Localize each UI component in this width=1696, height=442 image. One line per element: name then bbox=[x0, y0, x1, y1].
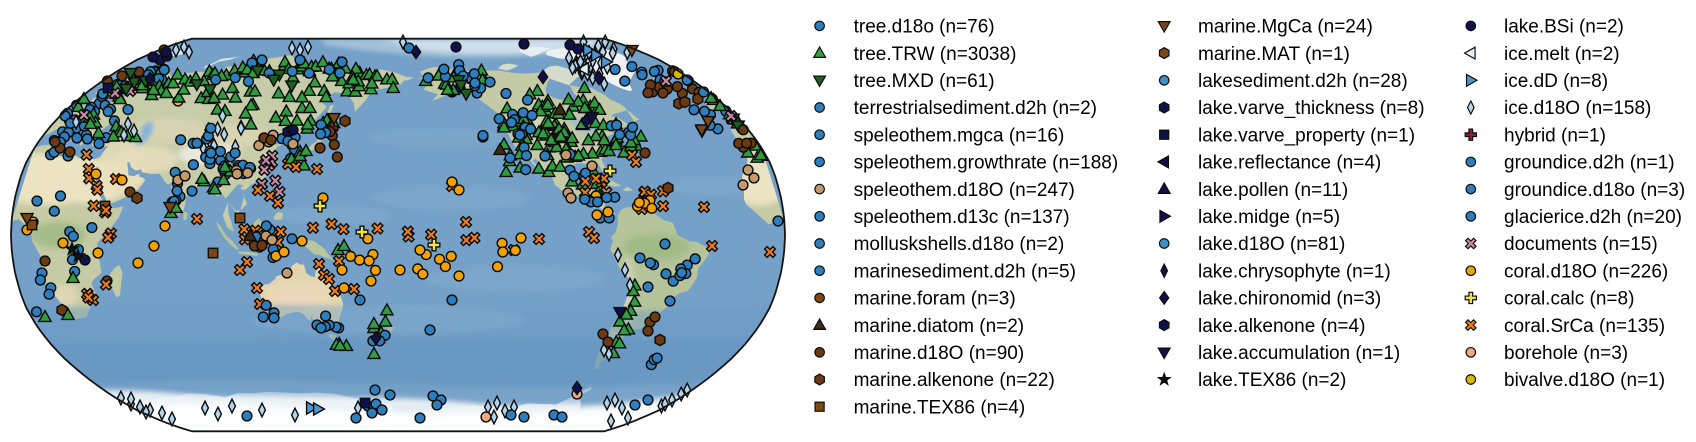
svg-text:tree.d18o (n=76): tree.d18o (n=76) bbox=[854, 17, 995, 38]
svg-text:lake.varve_property (n=1): lake.varve_property (n=1) bbox=[1198, 125, 1415, 146]
svg-text:lake.d18O (n=81): lake.d18O (n=81) bbox=[1198, 234, 1345, 255]
svg-text:hybrid (n=1): hybrid (n=1) bbox=[1504, 125, 1606, 146]
svg-text:lake.chrysophyte (n=1): lake.chrysophyte (n=1) bbox=[1198, 261, 1391, 282]
svg-text:lake.midge (n=5): lake.midge (n=5) bbox=[1198, 207, 1340, 228]
svg-text:lake.alkenone (n=4): lake.alkenone (n=4) bbox=[1198, 316, 1365, 337]
svg-text:marinesediment.d2h (n=5): marinesediment.d2h (n=5) bbox=[854, 261, 1076, 282]
svg-text:documents (n=15): documents (n=15) bbox=[1504, 234, 1658, 255]
svg-text:coral.d18O (n=226): coral.d18O (n=226) bbox=[1504, 261, 1668, 282]
svg-text:marine.d18O (n=90): marine.d18O (n=90) bbox=[854, 343, 1025, 364]
svg-text:speleothem.d18O (n=247): speleothem.d18O (n=247) bbox=[854, 180, 1075, 201]
svg-text:marine.alkenone (n=22): marine.alkenone (n=22) bbox=[854, 370, 1055, 391]
svg-text:bivalve.d18O (n=1): bivalve.d18O (n=1) bbox=[1504, 370, 1665, 391]
svg-text:marine.MAT (n=1): marine.MAT (n=1) bbox=[1198, 44, 1350, 65]
svg-text:lake.BSi (n=2): lake.BSi (n=2) bbox=[1504, 17, 1624, 38]
svg-text:ice.melt (n=2): ice.melt (n=2) bbox=[1504, 44, 1620, 65]
svg-text:terrestrialsediment.d2h (n=2): terrestrialsediment.d2h (n=2) bbox=[854, 98, 1097, 119]
svg-text:groundice.d18o (n=3): groundice.d18o (n=3) bbox=[1504, 180, 1685, 201]
svg-text:lake.accumulation (n=1): lake.accumulation (n=1) bbox=[1198, 343, 1400, 364]
svg-text:tree.MXD (n=61): tree.MXD (n=61) bbox=[854, 71, 995, 92]
svg-text:ice.d18O (n=158): ice.d18O (n=158) bbox=[1504, 98, 1651, 119]
svg-text:marine.foram (n=3): marine.foram (n=3) bbox=[854, 289, 1016, 310]
svg-text:marine.TEX86 (n=4): marine.TEX86 (n=4) bbox=[854, 397, 1026, 418]
svg-text:speleothem.d13c (n=137): speleothem.d13c (n=137) bbox=[854, 207, 1070, 228]
svg-text:marine.MgCa (n=24): marine.MgCa (n=24) bbox=[1198, 17, 1373, 38]
svg-text:ice.dD (n=8): ice.dD (n=8) bbox=[1504, 71, 1608, 92]
svg-text:groundice.d2h (n=1): groundice.d2h (n=1) bbox=[1504, 153, 1675, 174]
svg-text:lake.varve_thickness (n=8): lake.varve_thickness (n=8) bbox=[1198, 98, 1425, 119]
svg-text:glacierice.d2h (n=20): glacierice.d2h (n=20) bbox=[1504, 207, 1682, 228]
svg-text:speleothem.growthrate (n=188): speleothem.growthrate (n=188) bbox=[854, 153, 1119, 174]
svg-text:molluskshells.d18o (n=2): molluskshells.d18o (n=2) bbox=[854, 234, 1065, 255]
svg-text:borehole (n=3): borehole (n=3) bbox=[1504, 343, 1628, 364]
svg-text:marine.diatom (n=2): marine.diatom (n=2) bbox=[854, 316, 1025, 337]
svg-text:speleothem.mgca (n=16): speleothem.mgca (n=16) bbox=[854, 125, 1065, 146]
svg-text:coral.calc (n=8): coral.calc (n=8) bbox=[1504, 289, 1634, 310]
svg-text:coral.SrCa (n=135): coral.SrCa (n=135) bbox=[1504, 316, 1665, 337]
svg-text:lakesediment.d2h (n=28): lakesediment.d2h (n=28) bbox=[1198, 71, 1408, 92]
svg-text:lake.pollen (n=11): lake.pollen (n=11) bbox=[1198, 180, 1348, 201]
svg-text:lake.reflectance (n=4): lake.reflectance (n=4) bbox=[1198, 153, 1381, 174]
svg-text:lake.TEX86 (n=2): lake.TEX86 (n=2) bbox=[1198, 370, 1346, 391]
svg-text:lake.chironomid (n=3): lake.chironomid (n=3) bbox=[1198, 289, 1381, 310]
svg-text:tree.TRW (n=3038): tree.TRW (n=3038) bbox=[854, 44, 1017, 65]
